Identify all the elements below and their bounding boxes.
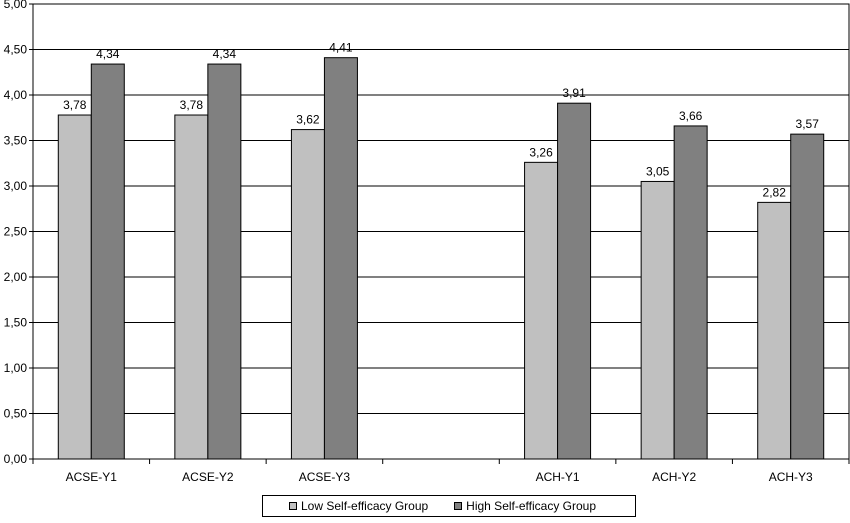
legend-label-low: Low Self-efficacy Group	[301, 499, 429, 513]
bar-high	[790, 133, 825, 460]
data-label: 4,34	[213, 47, 237, 61]
bar-low	[640, 180, 675, 460]
data-label: 2,82	[763, 185, 787, 199]
data-label: 3,66	[679, 109, 703, 123]
x-tick-label: ACH-Y2	[652, 470, 696, 484]
legend: Low Self-efficacy Group High Self-effica…	[262, 495, 636, 517]
x-tick-label: ACH-Y3	[769, 470, 813, 484]
data-label: 3,91	[562, 86, 586, 100]
y-tick-label: 4,00	[4, 88, 28, 102]
legend-swatch-high	[454, 502, 463, 510]
x-tick-label: ACSE-Y2	[182, 470, 234, 484]
legend-swatch-low	[289, 502, 297, 510]
data-label: 3,78	[63, 98, 87, 112]
bar-low	[174, 114, 209, 460]
bar-high	[90, 63, 125, 460]
y-tick-label: 4,50	[4, 43, 28, 57]
data-label: 4,34	[96, 47, 120, 61]
y-tick-label: 1,50	[4, 316, 28, 330]
bar-low	[57, 114, 92, 460]
data-label: 3,78	[180, 98, 204, 112]
gridlines	[32, 3, 850, 460]
y-tick-label: 0,50	[4, 407, 28, 421]
y-tick-label: 5,00	[4, 0, 28, 11]
legend-item-high: High Self-efficacy Group	[454, 499, 596, 513]
y-tick-label: 3,00	[4, 179, 28, 193]
x-tick-label: ACH-Y1	[536, 470, 580, 484]
y-tick-label: 3,50	[4, 134, 28, 148]
data-label: 3,62	[296, 113, 320, 127]
bar-high	[673, 125, 708, 460]
bar-high	[557, 102, 592, 460]
bar-low	[290, 129, 325, 460]
bars	[57, 57, 825, 460]
data-label: 3,57	[796, 117, 820, 131]
y-tick-label: 1,00	[4, 361, 28, 375]
x-tick-label: ACSE-Y1	[66, 470, 118, 484]
data-labels: 3,78 4,34 3,78 4,34 3,62 4,41 3,26 3,91 3,05 3,66…	[63, 41, 819, 200]
y-tick-label: 2,00	[4, 270, 28, 284]
data-label: 4,41	[329, 41, 353, 55]
axes: 0,00 0,50 1,00 1,50 2,00 2,50 3,00 3,50 4,00 4,50…	[4, 0, 850, 484]
y-tick-label: 0,00	[4, 452, 28, 466]
x-tick-label: ACSE-Y3	[299, 470, 351, 484]
legend-label-high: High Self-efficacy Group	[466, 499, 597, 513]
bar-low	[757, 201, 792, 460]
legend-item-low: Low Self-efficacy Group	[289, 499, 428, 513]
bar-high	[323, 57, 358, 460]
y-tick-label: 2,50	[4, 225, 28, 239]
bar-high	[207, 63, 242, 460]
bar-low	[524, 161, 559, 460]
data-label: 3,26	[529, 145, 553, 159]
data-label: 3,05	[646, 164, 670, 178]
